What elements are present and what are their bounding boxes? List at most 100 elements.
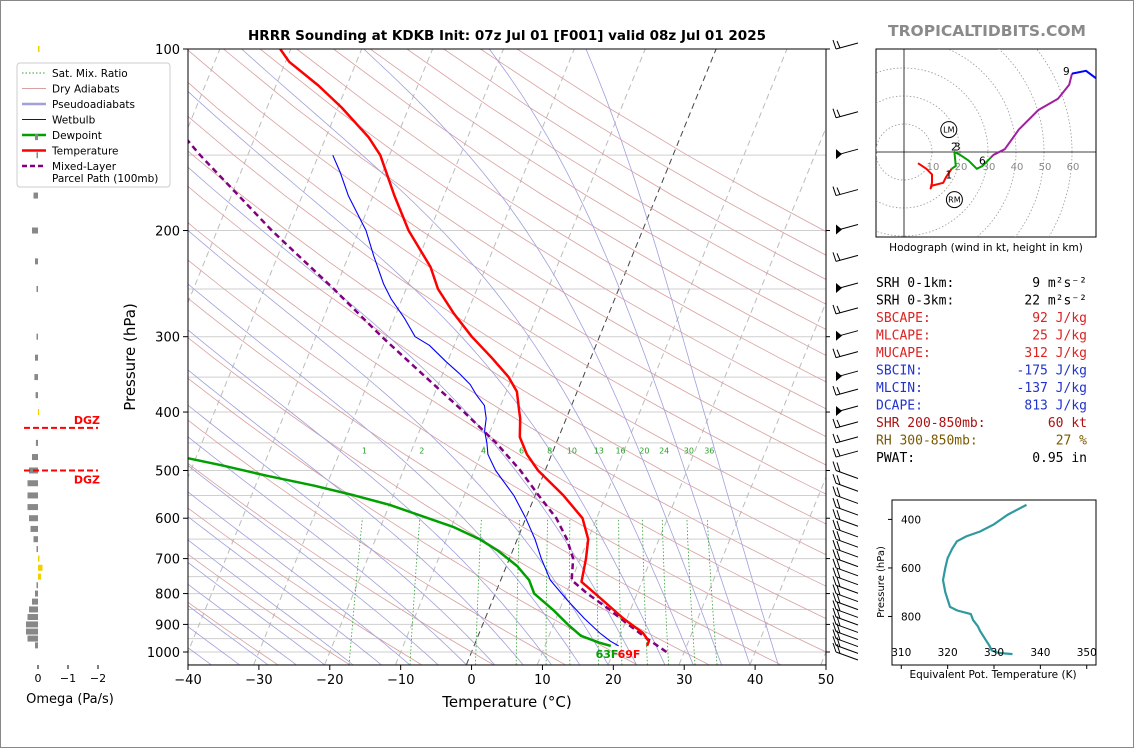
wind-barb [832,622,859,641]
hodograph-ring-label: 60 [1067,162,1080,173]
isotherm [188,49,434,654]
stat-label: MUCAPE: [876,346,931,361]
stat-value: 27 % [1056,434,1087,449]
hodograph-height-label: 1 [945,169,952,181]
theta-e-x-tick-label: 350 [1077,647,1097,659]
hodograph-ring-label: 10 [927,162,940,173]
wind-barb-feather [836,462,841,473]
dewpoint-line [188,457,612,648]
stat-label: MLCAPE: [876,329,931,344]
stat-value: 312 J/kg [1024,346,1087,361]
wind-barb-flag [836,282,842,293]
mixing-ratio-line [706,518,718,665]
wind-barb [832,304,859,315]
dry-adiabat [188,601,279,665]
omega-bar [38,46,40,52]
mixing-ratio-label: 13 [594,446,604,455]
wind-barb-shaft [835,538,859,548]
wind-barb-feather [836,585,841,596]
mixing-ratio-label: 16 [615,446,625,455]
hodograph-trace [917,162,953,190]
wind-barb-shaft [835,482,859,492]
wind-barb [835,224,859,235]
wind-barb-feather [832,592,837,602]
hodograph-height-label: 9 [1063,66,1070,78]
wind-barb [832,592,859,611]
stat-label: SRH 0-3km: [876,294,954,309]
omega-tick-label: 0 [35,672,42,685]
stat-value: 22 m²s⁻² [1024,294,1087,309]
y-tick-label: 400 [155,406,180,421]
pseudoadiabat [188,369,524,665]
y-tick-label: 100 [155,43,180,58]
x-tick-label: 30 [676,673,693,688]
dry-adiabat [333,49,826,356]
y-tick-label: 800 [155,588,180,603]
wind-barb [832,186,859,197]
omega-bar [35,439,38,446]
mixing-ratio-label: 20 [639,446,649,455]
mixing-ratio-line [569,518,571,665]
isotherm [253,49,504,665]
y-tick-label: 900 [155,618,180,633]
pseudoadiabat [488,49,751,665]
wind-barb-shaft [835,470,859,479]
pseudoadiabat [188,539,354,665]
stat-label: RH 300-850mb: [876,434,978,449]
mixing-ratio-label: 6 [519,446,524,455]
omega-bar [35,134,38,141]
isotherm [678,301,826,665]
dry-adiabat [188,49,826,466]
wind-barb-feather [832,576,837,586]
wind-barb-feather [836,608,841,619]
omega-bar [27,480,38,487]
theta-e-x-label: Equivalent Pot. Temperature (K) [909,669,1076,681]
wind-barb [832,509,859,527]
pseudoadiabat [188,229,609,665]
mixing-ratio-label: 4 [481,446,486,455]
pseudoadiabat [585,49,779,665]
isotherm [465,49,717,665]
wind-barb-feather [832,385,837,396]
wind-barb-feather [836,448,841,457]
wind-barb-feather [832,615,837,625]
mixing-ratio-line [515,518,520,665]
legend-label: Dry Adiabats [52,84,120,96]
wind-barb-feather [836,593,841,604]
wind-barb [832,461,859,479]
wind-barb-shaft [835,528,859,538]
theta-e-x-tick-label: 320 [938,647,958,659]
wind-barb [832,642,859,661]
theta-e-y-tick-label: 800 [901,611,921,623]
stat-value: -137 J/kg [1017,381,1087,396]
wind-barb [832,39,859,50]
legend-label: Dewpoint [52,130,102,142]
y-tick-label: 200 [155,225,180,240]
hodograph-ring-label: 20 [955,162,968,173]
hodograph-height-label: 6 [979,155,986,167]
stats-table: SRH 0-1km: 9 m²s⁻² SRH 0-3km: 22 m²s⁻² SBCAP… [876,276,1087,466]
wind-barb [832,567,859,586]
omega-bar [36,582,38,589]
omega-bar [26,628,38,635]
stat-label: DCAPE: [876,399,923,414]
legend-label: Sat. Mix. Ratio [52,68,128,80]
dgz-label: DGZ [74,473,100,486]
wind-barb [832,348,859,359]
wind-barbs [832,39,859,661]
wind-barb-feather [832,497,837,508]
wind-barb-feather [832,108,837,118]
omega-bar [26,621,38,628]
wind-barb-feather [832,348,837,358]
wind-barb-feather [836,305,841,314]
mixing-ratio-line [545,518,548,665]
omega-bar [35,258,38,265]
dry-adiabat [188,222,826,620]
theta-e-line [941,503,1028,656]
stat-value: 92 J/kg [1032,311,1087,326]
omega-axis-label: Omega (Pa/s) [26,692,114,707]
mixing-ratio-line [475,518,482,665]
wind-barb-feather [832,304,837,315]
x-tick-label: −30 [245,673,272,688]
wind-barb-feather [832,600,837,610]
